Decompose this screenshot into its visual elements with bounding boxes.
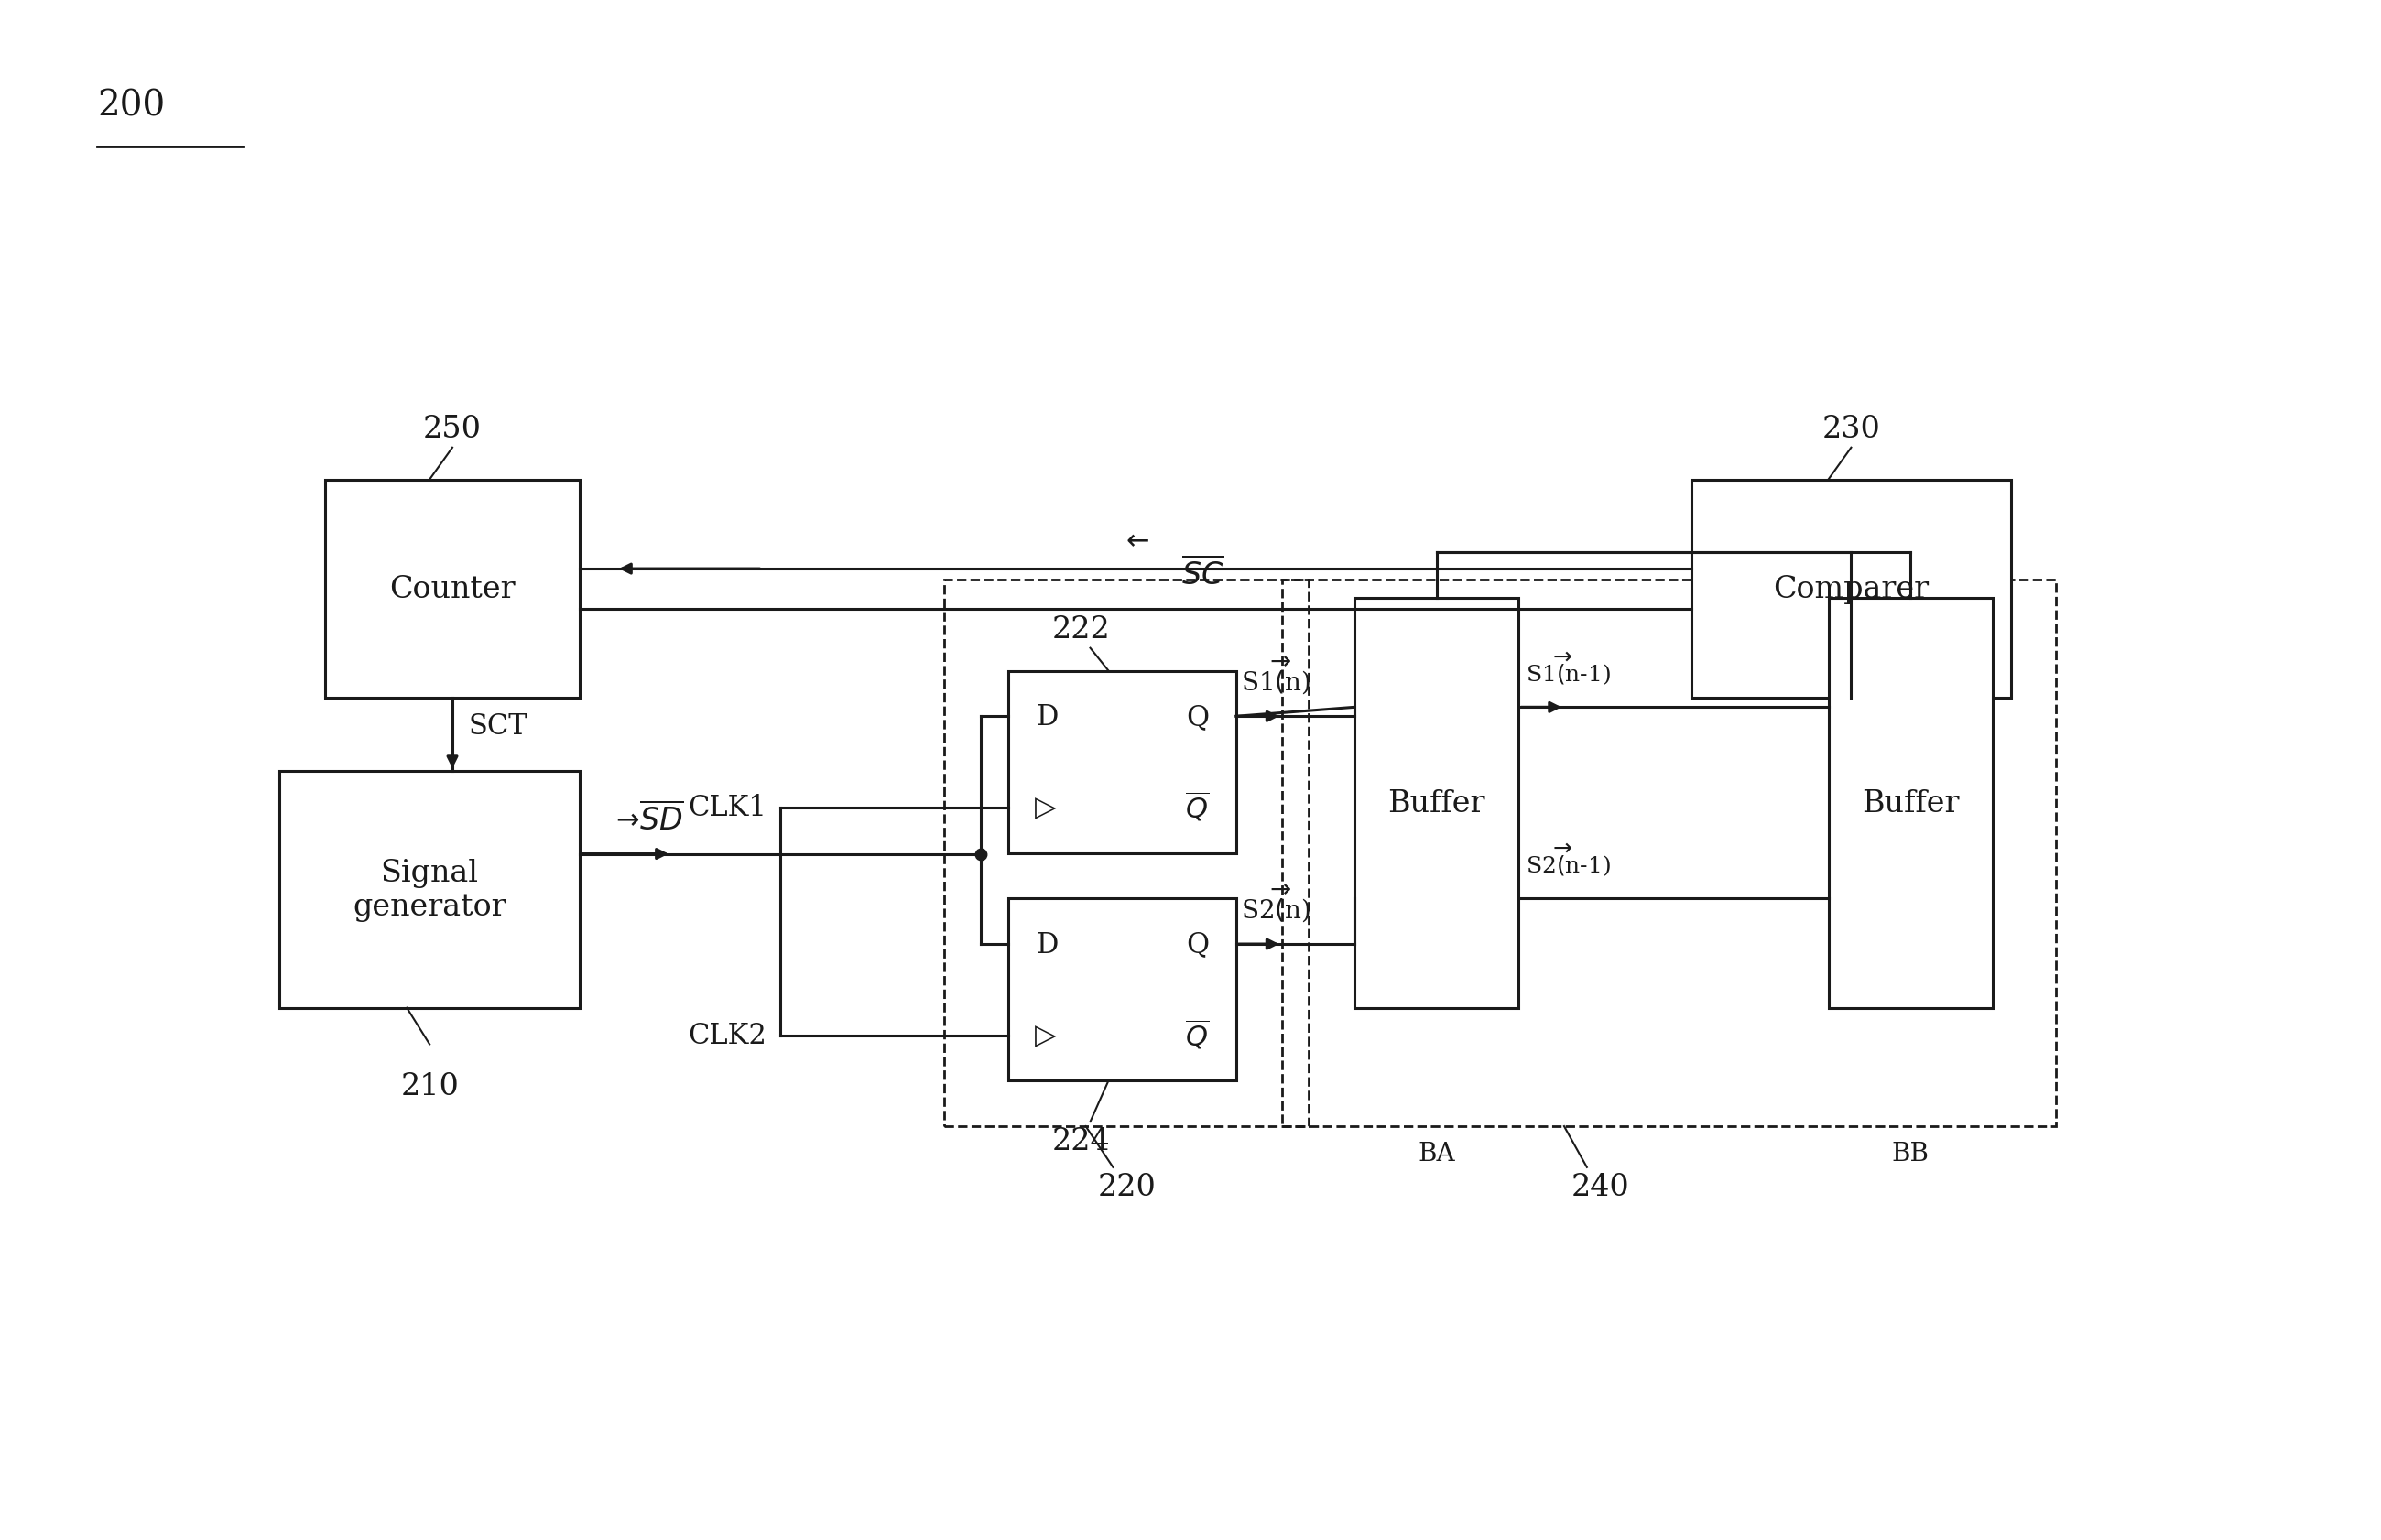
Text: $\triangleright$: $\triangleright$ [1033, 1023, 1057, 1049]
Text: Signal
generator: Signal generator [352, 858, 507, 921]
Text: BB: BB [1891, 1141, 1929, 1166]
Text: D: D [1036, 930, 1057, 958]
Bar [1691, 480, 2010, 699]
Text: S1$\overrightarrow{(}$n-1): S1$\overrightarrow{(}$n-1) [1526, 650, 1612, 687]
Text: S2$\overrightarrow{(}$n): S2$\overrightarrow{(}$n) [1241, 882, 1310, 924]
Text: CLK2: CLK2 [688, 1021, 767, 1050]
Bar [1355, 599, 1519, 1009]
Text: CLK1: CLK1 [688, 793, 767, 822]
Text: 240: 240 [1571, 1172, 1629, 1201]
Bar [945, 581, 1310, 1126]
Text: S1$\overrightarrow{(}$n): S1$\overrightarrow{(}$n) [1241, 656, 1310, 696]
Text: Comparer: Comparer [1774, 574, 1929, 604]
Text: $\overline{SC}$: $\overline{SC}$ [1181, 557, 1224, 591]
Text: Buffer: Buffer [1862, 788, 1960, 818]
Text: 224: 224 [1052, 1126, 1110, 1155]
Text: SCT: SCT [469, 711, 529, 741]
Bar [279, 772, 581, 1009]
Text: $\overline{Q}$: $\overline{Q}$ [1186, 1018, 1210, 1052]
Text: 250: 250 [424, 414, 481, 444]
Text: Buffer: Buffer [1388, 788, 1486, 818]
Text: $\leftarrow$: $\leftarrow$ [1121, 527, 1150, 553]
Bar [1007, 671, 1236, 853]
Text: 220: 220 [1098, 1172, 1155, 1201]
Text: 230: 230 [1821, 414, 1881, 444]
Text: D: D [1036, 702, 1057, 732]
Text: Q: Q [1186, 930, 1210, 958]
Text: BA: BA [1419, 1141, 1455, 1166]
Text: 200: 200 [98, 89, 164, 123]
Text: $\triangleright$: $\triangleright$ [1033, 795, 1057, 821]
Bar [1829, 599, 1993, 1009]
Text: 210: 210 [400, 1072, 460, 1101]
Text: S2$\overrightarrow{(}$n-1): S2$\overrightarrow{(}$n-1) [1526, 842, 1612, 879]
Text: $\rightarrow$: $\rightarrow$ [612, 805, 640, 832]
Text: Q: Q [1186, 702, 1210, 732]
Bar [1281, 581, 2057, 1126]
Text: Counter: Counter [390, 574, 514, 604]
Bar [1007, 899, 1236, 1081]
Text: $\overline{SD}$: $\overline{SD}$ [640, 802, 683, 836]
Text: $\overline{Q}$: $\overline{Q}$ [1186, 790, 1210, 825]
Bar [324, 480, 581, 699]
Text: 222: 222 [1052, 614, 1110, 644]
